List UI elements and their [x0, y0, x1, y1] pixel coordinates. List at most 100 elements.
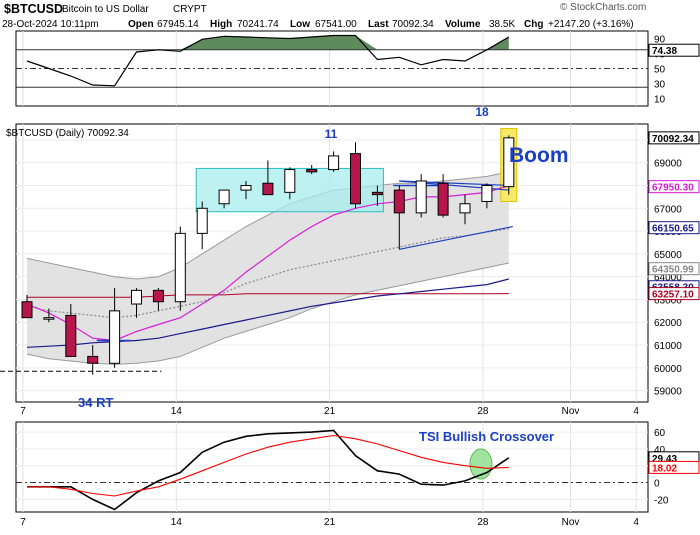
candle-6	[152, 288, 164, 311]
tsi-xtick-2: 21	[324, 517, 336, 528]
price-xtick-0: 7	[20, 406, 26, 417]
candle-2	[65, 304, 77, 357]
crossover-highlight	[469, 448, 493, 480]
candle-body-8	[196, 207, 208, 234]
tsi-tick-4: -20	[654, 495, 669, 506]
oscillator-badge-box	[648, 43, 700, 57]
candle-1	[43, 308, 55, 323]
candle-20	[459, 194, 471, 225]
volume-value: 38.5K	[489, 19, 515, 30]
tsi-tick-1: 40	[654, 445, 666, 456]
candle-body-22	[503, 137, 515, 188]
price-xtick-3: 28	[477, 406, 489, 417]
tsi-series-0	[27, 429, 510, 511]
candle-7	[174, 226, 186, 311]
oscillator-line	[26, 34, 510, 87]
candle-body-0	[21, 301, 33, 319]
plot-layer: 907050301074.387000069000680006700066000…	[0, 30, 700, 528]
candle-21	[481, 183, 493, 209]
tsi-series-1	[27, 434, 509, 497]
candle-19	[437, 174, 449, 218]
price-xtick-1: 14	[171, 406, 183, 417]
price-xtick-4: Nov	[562, 406, 580, 417]
tsi-xtick-4: Nov	[562, 517, 580, 528]
candle-body-2	[65, 314, 77, 357]
boom-label: Boom	[509, 144, 569, 167]
price-badge-2-text: 66150.65	[652, 224, 694, 235]
price-tick-6: 64000	[654, 273, 682, 284]
candle-8	[196, 201, 208, 250]
candle-body-18	[415, 180, 427, 214]
candle-9	[218, 189, 230, 209]
price-legend: $BTCUSD (Daily) 70092.34	[6, 128, 129, 139]
candle-body-9	[218, 189, 230, 205]
rt-label: 34 RT	[78, 395, 113, 410]
candle-17	[393, 185, 405, 250]
oscillator-tick-3: 30	[654, 80, 666, 91]
candle-body-14	[328, 155, 340, 171]
oscillator-badge-text: 74.38	[652, 46, 677, 57]
candle-10	[240, 180, 252, 200]
price-tick-5: 65000	[654, 250, 682, 261]
price-badge-1-text: 67950.30	[652, 183, 694, 194]
price-badge-0-box	[648, 131, 700, 145]
candle-11	[262, 160, 274, 196]
tsi-crossover-label: TSI Bullish Crossover	[419, 429, 554, 444]
count-18-label: 18	[475, 105, 489, 119]
high-label: High	[210, 19, 232, 30]
price-badge-3-box	[648, 262, 700, 276]
tsi-frame	[15, 421, 649, 513]
oscillator-tick-4: 10	[654, 95, 666, 106]
candle-body-21	[481, 185, 493, 202]
watermark: © StockCharts.com	[560, 2, 646, 13]
candle-body-20	[459, 203, 471, 214]
price-tick-1: 69000	[654, 159, 682, 170]
candle-body-1	[43, 317, 55, 320]
price-badge-0-text: 70092.34	[652, 134, 694, 145]
oscillator-tick-2: 50	[654, 65, 666, 76]
candle-5	[131, 288, 142, 318]
candle-body-12	[284, 169, 296, 193]
candle-0	[21, 294, 33, 319]
ma-dotted-line	[26, 228, 509, 319]
candle-22	[503, 135, 515, 195]
price-tick-8: 62000	[654, 318, 682, 329]
tsi-badge-1-box	[648, 460, 700, 474]
candle-14	[328, 151, 340, 172]
price-badge-5-box	[648, 287, 700, 301]
low-label: Low	[290, 19, 310, 30]
tsi-xtick-0: 7	[20, 517, 26, 528]
tsi-tick-3: 0	[654, 479, 660, 490]
price-badge-2-box	[648, 221, 700, 235]
candle-body-16	[371, 191, 383, 196]
candle-body-4	[109, 310, 121, 364]
chg-value: +2147.20 (+3.16%)	[548, 19, 634, 30]
price-tick-9: 61000	[654, 341, 682, 352]
candle-15	[350, 142, 361, 209]
candle-13	[306, 165, 318, 175]
candle-body-13	[306, 169, 318, 173]
price-tick-10: 60000	[654, 364, 682, 375]
header-datetime: 28-Oct-2024 10:11pm	[2, 19, 99, 30]
ma-red-line	[27, 293, 509, 298]
price-badge-5-text: 63257.10	[652, 290, 694, 301]
volume-label: Volume	[445, 19, 481, 30]
open-value: 67945.14	[157, 19, 199, 30]
low-value: 67541.00	[315, 19, 357, 30]
candle-4	[109, 288, 121, 368]
price-xtick-5: 4	[633, 406, 639, 417]
candle-body-3	[87, 355, 99, 364]
oscillator-overbought-fill	[180, 35, 378, 50]
tsi-badge-1-text: 18.02	[652, 463, 677, 474]
ticker-name: Bitcoin to US Dollar	[62, 4, 149, 15]
price-xtick-2: 21	[324, 406, 336, 417]
open-label: Open	[128, 19, 154, 30]
last-label: Last	[368, 19, 389, 30]
candle-3	[87, 345, 99, 375]
candle-body-7	[174, 232, 186, 303]
tsi-xtick-1: 14	[171, 517, 183, 528]
oscillator-tick-0: 90	[654, 35, 666, 46]
candle-body-6	[152, 289, 164, 303]
tsi-xtick-3: 28	[477, 517, 489, 528]
count-11-label: 11	[325, 127, 338, 141]
